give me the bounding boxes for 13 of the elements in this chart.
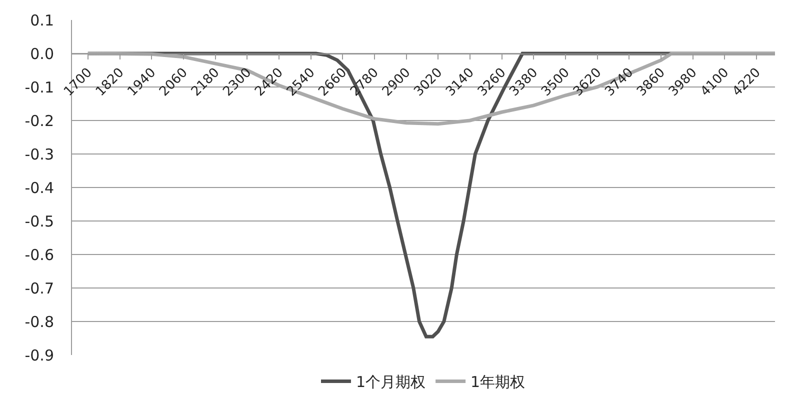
legend-label: 1年期权 xyxy=(470,373,526,392)
y-tick-label: -0.5 xyxy=(24,212,54,230)
y-tick-label: 0.1 xyxy=(30,11,54,30)
legend-label: 1个月期权 xyxy=(356,373,426,392)
y-tick-label: -0.7 xyxy=(24,279,54,298)
y-tick-label: -0.3 xyxy=(24,145,54,164)
y-tick-label: -0.9 xyxy=(24,346,54,364)
y-tick-label: 0.0 xyxy=(30,44,54,63)
y-tick-label: -0.6 xyxy=(24,246,54,264)
y-tick-label: -0.1 xyxy=(24,78,54,96)
y-tick-label: -0.8 xyxy=(24,312,54,331)
y-tick-label: -0.2 xyxy=(24,112,54,130)
y-tick-label: -0.4 xyxy=(24,178,54,197)
